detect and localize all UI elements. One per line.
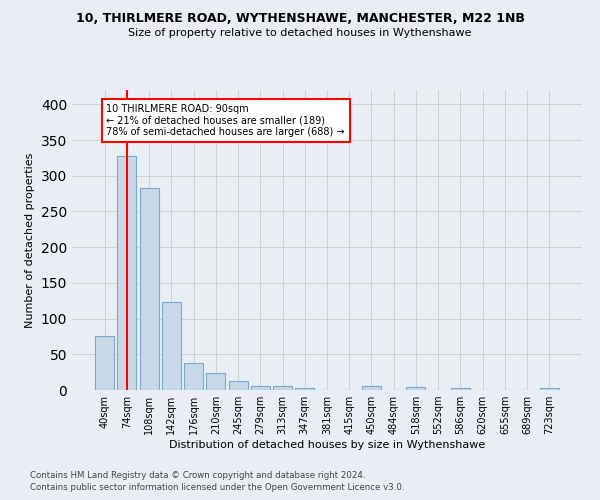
Bar bbox=[118, 156, 136, 390]
X-axis label: Distribution of detached houses by size in Wythenshawe: Distribution of detached houses by size … bbox=[169, 440, 485, 450]
Bar bbox=[162, 302, 181, 390]
Bar bbox=[95, 336, 114, 390]
Bar bbox=[362, 386, 381, 390]
Bar bbox=[406, 387, 425, 390]
Text: 10 THIRLMERE ROAD: 90sqm
← 21% of detached houses are smaller (189)
78% of semi-: 10 THIRLMERE ROAD: 90sqm ← 21% of detach… bbox=[106, 104, 345, 138]
Text: Contains public sector information licensed under the Open Government Licence v3: Contains public sector information licen… bbox=[30, 484, 404, 492]
Y-axis label: Number of detached properties: Number of detached properties bbox=[25, 152, 35, 328]
Bar bbox=[206, 373, 225, 390]
Text: 10, THIRLMERE ROAD, WYTHENSHAWE, MANCHESTER, M22 1NB: 10, THIRLMERE ROAD, WYTHENSHAWE, MANCHES… bbox=[76, 12, 524, 26]
Bar bbox=[295, 388, 314, 390]
Bar bbox=[229, 382, 248, 390]
Bar bbox=[273, 386, 292, 390]
Bar bbox=[451, 388, 470, 390]
Bar bbox=[140, 188, 158, 390]
Text: Contains HM Land Registry data © Crown copyright and database right 2024.: Contains HM Land Registry data © Crown c… bbox=[30, 471, 365, 480]
Bar bbox=[540, 388, 559, 390]
Bar bbox=[251, 386, 270, 390]
Bar bbox=[184, 363, 203, 390]
Text: Size of property relative to detached houses in Wythenshawe: Size of property relative to detached ho… bbox=[128, 28, 472, 38]
